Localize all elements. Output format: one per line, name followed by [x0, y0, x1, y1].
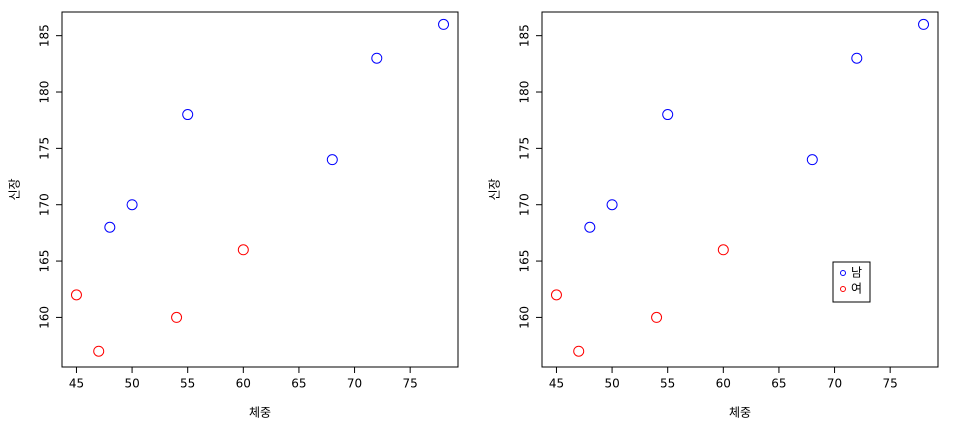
point	[851, 52, 863, 64]
point	[93, 345, 105, 357]
x-tick-label: 65	[771, 377, 786, 391]
y-axis-label: 신장	[8, 178, 22, 200]
x-tick-label: 60	[716, 377, 731, 391]
point	[182, 109, 194, 121]
x-tick-label: 55	[180, 377, 195, 391]
point	[918, 18, 930, 30]
point	[606, 199, 618, 211]
y-tick-label: 170	[38, 193, 52, 216]
x-axis-label: 체중	[729, 406, 751, 420]
legend-box	[832, 261, 871, 303]
y-tick-label: 175	[38, 137, 52, 160]
point	[104, 221, 116, 233]
y-tick-label: 180	[38, 81, 52, 104]
x-tick-label: 45	[549, 377, 564, 391]
x-tick-label: 75	[883, 377, 898, 391]
x-tick-label: 60	[236, 377, 251, 391]
y-tick-label: 170	[518, 193, 532, 216]
x-tick-label: 75	[403, 377, 418, 391]
point	[662, 109, 674, 121]
point	[126, 199, 138, 211]
point	[651, 311, 663, 323]
y-tick-label: 160	[38, 306, 52, 329]
x-axis-label: 체중	[249, 406, 271, 420]
x-tick-label: 50	[124, 377, 139, 391]
y-tick-label: 165	[38, 250, 52, 273]
chart-panel: 45 50 55 60 65 70 75 160 165 170 175 180 185 체중 신장	[8, 11, 459, 420]
legend-label: 남	[851, 266, 862, 280]
point	[237, 244, 249, 256]
legend-symbol	[840, 286, 846, 292]
x-tick-label: 70	[347, 377, 362, 391]
point	[806, 154, 818, 166]
y-tick-label: 180	[518, 81, 532, 104]
point	[573, 345, 585, 357]
point	[717, 244, 729, 256]
legend-symbol	[840, 270, 846, 276]
x-tick-label: 55	[660, 377, 675, 391]
y-tick-label: 160	[518, 306, 532, 329]
point	[70, 289, 82, 301]
y-axis-label: 신장	[488, 178, 502, 200]
y-tick-label: 185	[38, 24, 52, 47]
x-tick-label: 65	[291, 377, 306, 391]
y-tick-label: 185	[518, 24, 532, 47]
legend-label: 여	[851, 282, 862, 296]
point	[438, 18, 450, 30]
y-tick-label: 175	[518, 137, 532, 160]
y-tick-label: 165	[518, 250, 532, 273]
x-tick-label: 70	[827, 377, 842, 391]
plot-frame	[61, 11, 459, 368]
plot-frame	[541, 11, 939, 368]
point	[550, 289, 562, 301]
point	[326, 154, 338, 166]
x-tick-label: 50	[604, 377, 619, 391]
point	[371, 52, 383, 64]
point	[171, 311, 183, 323]
x-tick-label: 45	[69, 377, 84, 391]
point	[584, 221, 596, 233]
legend: 남여	[832, 261, 871, 303]
